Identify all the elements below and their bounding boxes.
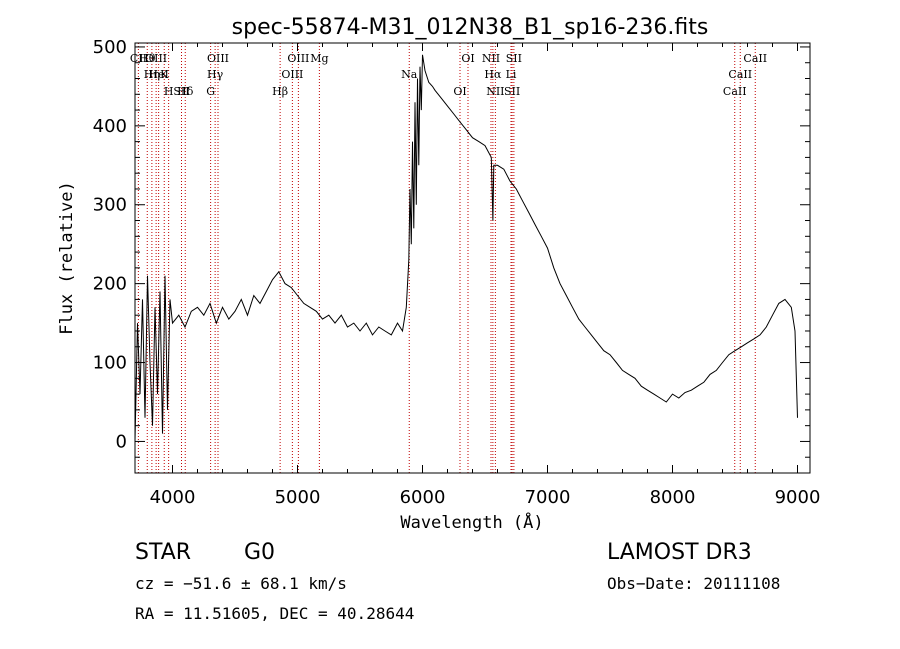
line-label: NII — [486, 85, 504, 98]
coordinates-label: RA = 11.51605, DEC = 40.28644 — [135, 604, 415, 623]
line-label: OIII — [145, 52, 167, 65]
line-label: OI — [461, 52, 474, 65]
line-label: CaII — [723, 85, 747, 98]
y-tick-label: 200 — [93, 274, 127, 295]
line-label: Hδ — [177, 85, 194, 98]
spectral-line-markers — [137, 43, 756, 473]
redshift-label: cz = −51.6 ± 68.1 km/s — [135, 574, 347, 593]
line-label: Na — [401, 68, 418, 81]
line-label: NII — [482, 52, 500, 65]
y-tick-label: 400 — [93, 116, 127, 137]
plot-frame — [134, 42, 811, 474]
line-label: OIII — [207, 52, 229, 65]
flux-series-line — [134, 54, 798, 442]
y-tick-label: 500 — [93, 37, 127, 58]
line-label: OIII — [281, 68, 303, 81]
line-label: Hθ — [139, 52, 156, 65]
line-label: G — [206, 85, 215, 98]
line-label: CII — [130, 52, 147, 65]
line-label: CaII — [743, 52, 767, 65]
line-label: SII — [504, 85, 520, 98]
subclass-label: G0 — [244, 540, 276, 565]
line-label: H — [164, 85, 174, 98]
y-tick-label: 300 — [93, 195, 127, 216]
x-tick-label: 4000 — [150, 487, 196, 508]
line-label: K — [160, 68, 169, 81]
line-label: Hα — [484, 68, 502, 81]
y-axis-label: Flux (relative) — [57, 181, 77, 335]
axis-tick-labels: 4000 5000 6000 7000 8000 9000 0 100 200 300 400 500 — [93, 37, 821, 508]
classification-label: STAR — [135, 540, 192, 565]
axis-ticks — [135, 43, 810, 473]
line-label: OI — [453, 85, 466, 98]
line-label: OIII — [287, 52, 309, 65]
x-axis-label: Wavelength (Å) — [400, 511, 543, 533]
line-label: Mg — [310, 52, 328, 65]
x-tick-label: 6000 — [400, 487, 446, 508]
x-tick-label: 9000 — [775, 487, 821, 508]
line-label: Hγ — [207, 68, 224, 81]
x-tick-label: 5000 — [275, 487, 321, 508]
x-tick-label: 8000 — [650, 487, 696, 508]
line-label: Li — [506, 68, 517, 81]
line-label: HeI — [148, 68, 168, 81]
survey-label: LAMOST DR3 — [607, 540, 752, 565]
obs-date-label: Obs−Date: 20111108 — [607, 574, 781, 593]
chart-title: spec-55874-M31_012N38_B1_sp16-236.fits — [232, 15, 709, 40]
y-tick-label: 100 — [93, 353, 127, 374]
x-tick-label: 7000 — [525, 487, 571, 508]
y-tick-label: 0 — [116, 431, 127, 452]
line-label: SII — [506, 52, 522, 65]
line-label: Hη — [144, 68, 160, 81]
line-label: Hβ — [272, 85, 288, 98]
line-label: CaII — [728, 68, 752, 81]
line-label: SII — [173, 85, 189, 98]
